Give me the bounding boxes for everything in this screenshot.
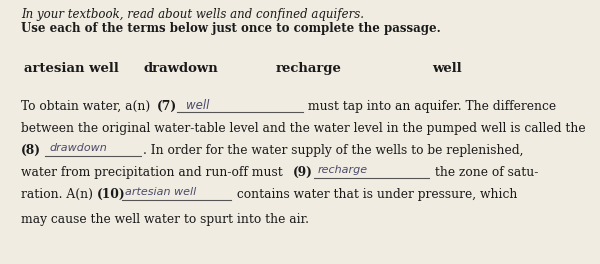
Text: must tap into an aquifer. The difference: must tap into an aquifer. The difference: [304, 100, 556, 113]
Text: recharge: recharge: [276, 62, 342, 75]
Text: between the original water-table level and the water level in the pumped well is: between the original water-table level a…: [21, 122, 586, 135]
Text: Use each of the terms below just once to complete the passage.: Use each of the terms below just once to…: [21, 22, 441, 35]
Text: In your textbook, read about wells and confined aquifers.: In your textbook, read about wells and c…: [21, 8, 364, 21]
Text: the zone of satu-: the zone of satu-: [431, 166, 538, 179]
Text: (8): (8): [21, 144, 41, 157]
Text: . In order for the water supply of the wells to be replenished,: . In order for the water supply of the w…: [143, 144, 523, 157]
Text: water from precipitation and run-off must: water from precipitation and run-off mus…: [21, 166, 287, 179]
Text: (10): (10): [97, 188, 126, 201]
Text: well: well: [186, 99, 209, 112]
Text: ration. A(n): ration. A(n): [21, 188, 97, 201]
Text: To obtain water, a(n): To obtain water, a(n): [21, 100, 154, 113]
Text: may cause the well water to spurt into the air.: may cause the well water to spurt into t…: [21, 213, 309, 226]
Text: drawdown: drawdown: [49, 143, 107, 153]
Text: recharge: recharge: [318, 165, 368, 175]
Text: drawdown: drawdown: [144, 62, 219, 75]
Text: (9): (9): [293, 166, 313, 179]
Text: contains water that is under pressure, which: contains water that is under pressure, w…: [233, 188, 517, 201]
Text: artesian well: artesian well: [125, 187, 196, 197]
Text: well: well: [432, 62, 462, 75]
Text: (7): (7): [157, 100, 178, 113]
Text: artesian well: artesian well: [24, 62, 119, 75]
